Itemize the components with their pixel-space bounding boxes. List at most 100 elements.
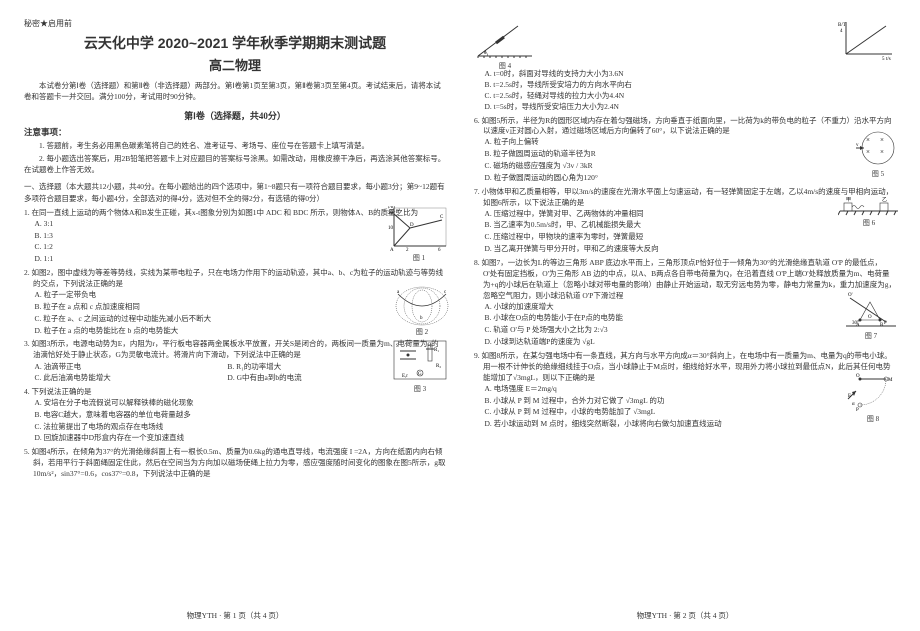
figure-5: × × × × v 图 5 <box>856 128 900 179</box>
exam-intro: 本试卷分第Ⅰ卷（选择题）和第Ⅱ卷（非选择题）两部分。第Ⅰ卷第1页至第3页，第Ⅱ卷… <box>24 80 446 103</box>
svg-text:a: a <box>397 290 400 295</box>
q5-opt-a: A. t=0时，斜面对导线的支持力大小为3.6N <box>485 69 683 80</box>
svg-text:t/s: t/s <box>886 57 891 60</box>
svg-text:G: G <box>418 372 422 377</box>
q3-opt-b: B. R₁的功率增大 <box>227 362 408 373</box>
q3-stem: 3. 如图3所示，电源电动势为E，内阻为r，平行板电容器两金属板水平放置，开关S… <box>24 339 446 361</box>
svg-text:y/m: y/m <box>388 206 395 210</box>
q1-stem: 1. 在同一直线上运动的两个物体A和B发生正碰，其x-t图象分别为如图1中 AD… <box>24 208 446 219</box>
figure-4: θ 图 4 <box>474 18 536 71</box>
fig7-caption: 图 7 <box>842 331 900 341</box>
svg-text:B/T: B/T <box>838 23 846 28</box>
section-1-header: 第Ⅰ卷（选择题，共40分） <box>24 109 446 122</box>
fig6-caption: 图 6 <box>838 218 900 228</box>
q7-opt-b: B. 当乙速率为0.5m/s时，甲、乙机械能损失最大 <box>485 220 897 231</box>
note-2: 2. 每小题选出答案后，用2B铅笔把答题卡上对应题目的答案标号涂黑。如需改动，用… <box>24 153 446 176</box>
q6-opt-a: A. 粒子向上偏转 <box>485 137 897 148</box>
q3-opt-c: C. 此后油滴电势能增大 <box>35 373 216 384</box>
q1-opt-c: C. 1:2 <box>35 242 447 253</box>
page-2-footer: 物理YTH · 第 2 页（共 4 页） <box>460 610 910 621</box>
figure-6: 甲 乙 图 6 <box>838 193 900 228</box>
fig1-caption: 图 1 <box>388 253 450 263</box>
fig2-caption: 图 2 <box>394 327 450 337</box>
q8-opt-a: A. 小球的加速度增大 <box>485 302 897 313</box>
q2-stem: 2. 如图2，图中虚线为等差等势线，实线为某带电粒子，只在电场力作用下的运动轨迹… <box>24 268 446 290</box>
question-8: 8. 如图7，一边长为L的等边三角形 ABP 底边水平而上，三角形顶点P恰好位于… <box>474 258 896 348</box>
svg-text:×: × <box>866 136 870 144</box>
q7-opt-d: D. 当乙离开弹簧与甲分开时，甲和乙的速度等大反向 <box>485 244 897 255</box>
q1-opt-d: D. 1:1 <box>35 254 447 265</box>
figure-1: 20 10 2 6 B D C A y/m 图 1 <box>388 206 450 263</box>
exam-subtitle: 高二物理 <box>24 55 446 74</box>
svg-text:×: × <box>880 148 884 156</box>
question-7: 7. 小物体甲和乙质量相等，甲以3m/s的速度在光滑水平面上匀速运动，有一轻弹簧… <box>474 187 896 255</box>
svg-text:P: P <box>856 408 859 413</box>
q8-opt-b: B. 小球在O点的电势能小于在P点的电势能 <box>485 313 897 324</box>
q2-opt-d: D. 粒子在 a 点的电势能比在 b 点的电势能大 <box>35 326 447 337</box>
fig5-caption: 图 5 <box>856 169 900 179</box>
q9-opt-a: A. 电场强度 E＝2mg/q <box>485 384 897 395</box>
svg-text:R₂: R₂ <box>436 364 441 369</box>
svg-text:×: × <box>866 148 870 156</box>
svg-text:×: × <box>880 136 884 144</box>
q7-stem: 7. 小物体甲和乙质量相等，甲以3m/s的速度在光滑水平面上匀速运动，有一轻弹簧… <box>474 187 896 209</box>
question-9: 9. 如图8所示，在某匀强电场中有一条直线，其方向与水平方向成α＝30°斜向上，… <box>474 351 896 430</box>
svg-text:20: 20 <box>388 211 394 216</box>
question-1: 1. 在同一直线上运动的两个物体A和B发生正碰，其x-t图象分别为如图1中 AD… <box>24 208 446 265</box>
q6-opt-b: B. 粒子做圆周运动的轨道半径为R <box>485 149 897 160</box>
q4-stem: 4. 下列说法正确的是 <box>24 387 446 398</box>
svg-text:c: c <box>444 290 447 295</box>
svg-text:O: O <box>856 374 860 379</box>
question-3: 3. 如图3所示，电源电动势为E，内阻为r，平行板电容器两金属板水平放置，开关S… <box>24 339 446 384</box>
q1-opt-a: A. 3:1 <box>35 219 447 230</box>
q1-opt-b: B. 1:3 <box>35 231 447 242</box>
q7-opt-c: C. 压缩过程中，甲物块的速率为零时，弹簧最短 <box>485 232 897 243</box>
svg-text:M: M <box>888 378 893 383</box>
svg-text:乙: 乙 <box>882 196 887 203</box>
q5-opt-b: B. t=2.5s时，导线所受安培力的方向水平向右 <box>485 80 683 91</box>
notes-header: 注意事项： <box>24 126 446 138</box>
q5-opt-c: C. t=2.5s时，轻绳对导线的拉力大小为4.4N <box>485 91 683 102</box>
q8-opt-c: C. 轨道 O'与 P 处场强大小之比为 2:√3 <box>485 325 897 336</box>
svg-text:O: O <box>868 315 872 320</box>
question-6: 6. 如图5所示，半径为R的圆形区域内存在着匀强磁场，方向垂直于纸面向里，一比荷… <box>474 116 896 184</box>
question-5: 5. 如图4所示，在倾角为37°的光滑绝缘斜面上有一根长0.5m、质量为0.6k… <box>24 447 446 480</box>
svg-text:S: S <box>396 344 399 349</box>
q6-opt-c: C. 磁场的磁感应强度为 √3v / 3kR <box>485 161 897 172</box>
q5-stem: 5. 如图4所示，在倾角为37°的光滑绝缘斜面上有一根长0.5m、质量为0.6k… <box>24 447 446 480</box>
svg-text:P: P <box>884 321 887 326</box>
q3-opt-d: D. G中有由a到b的电流 <box>227 373 408 384</box>
svg-text:E: E <box>848 394 851 399</box>
q9-opt-c: C. 小球从 P 到 M 过程中，小球的电势能加了 √3mgL <box>485 407 897 418</box>
group-intro: 一、选择题（本大题共12小题，共40分。在每小题给出的四个选项中，第1~8题只有… <box>24 181 446 204</box>
question-4: 4. 下列说法正确的是 A. 安培在分子电流假说可以解释铁棒的磁化现象 B. 电… <box>24 387 446 444</box>
q4-opt-b: B. 电容C越大，意味着电容器的单位电荷量越多 <box>35 410 447 421</box>
q9-stem: 9. 如图8所示，在某匀强电场中有一条直线，其方向与水平方向成α＝30°斜向上，… <box>474 351 896 384</box>
q8-opt-d: D. 小球到达轨道端P的速度为 √gL <box>485 337 897 348</box>
q8-stem: 8. 如图7，一边长为L的等边三角形 ABP 底边水平而上，三角形顶点P恰好位于… <box>474 258 896 302</box>
svg-text:E,r: E,r <box>402 374 408 379</box>
svg-text:6: 6 <box>438 248 441 252</box>
svg-text:D: D <box>410 223 414 228</box>
svg-text:甲: 甲 <box>846 197 851 203</box>
exam-title: 云天化中学 2020~2021 学年秋季学期期末测试题 <box>24 33 446 53</box>
svg-text:5: 5 <box>882 57 885 60</box>
page-1-footer: 物理YTH · 第 1 页（共 4 页） <box>10 610 460 621</box>
svg-text:B: B <box>396 210 400 215</box>
svg-text:v: v <box>856 143 859 148</box>
figure-8: O M P E α 图 8 <box>846 369 900 424</box>
q6-opt-d: D. 粒子做圆周运动的圆心角为120° <box>485 173 897 184</box>
page-2: θ 图 4 B/T t/s 4 5 A. t=0时，斜面对导线的支持力大小为3.… <box>460 18 910 623</box>
svg-text:2: 2 <box>406 248 409 252</box>
figure-7: O' P A B O 30° 图 7 <box>842 288 900 341</box>
question-2: 2. 如图2，图中虚线为等差等势线，实线为某带电粒子，只在电场力作用下的运动轨迹… <box>24 268 446 336</box>
q9-opt-d: D. 若小球运动到 M 点时，细线突然断裂，小球将向右做匀加速直线运动 <box>485 419 897 430</box>
svg-text:10: 10 <box>388 226 394 231</box>
q4-opt-d: D. 回旋加速器中D形盒内存在一个变加速直线 <box>35 433 447 444</box>
svg-text:C: C <box>440 215 444 220</box>
q2-opt-c: C. 粒子在 a、c 之间运动的过程中动能先减小后不断大 <box>35 314 447 325</box>
svg-text:R₁: R₁ <box>434 348 439 353</box>
q6-stem: 6. 如图5所示，半径为R的圆形区域内存在着匀强磁场，方向垂直于纸面向里，一比荷… <box>474 116 896 138</box>
note-1: 1. 答题前，考生务必用黑色碳素笔将自己的姓名、准考证号、考场号、座位号在答题卡… <box>24 140 446 151</box>
fig8-caption: 图 8 <box>846 414 900 424</box>
